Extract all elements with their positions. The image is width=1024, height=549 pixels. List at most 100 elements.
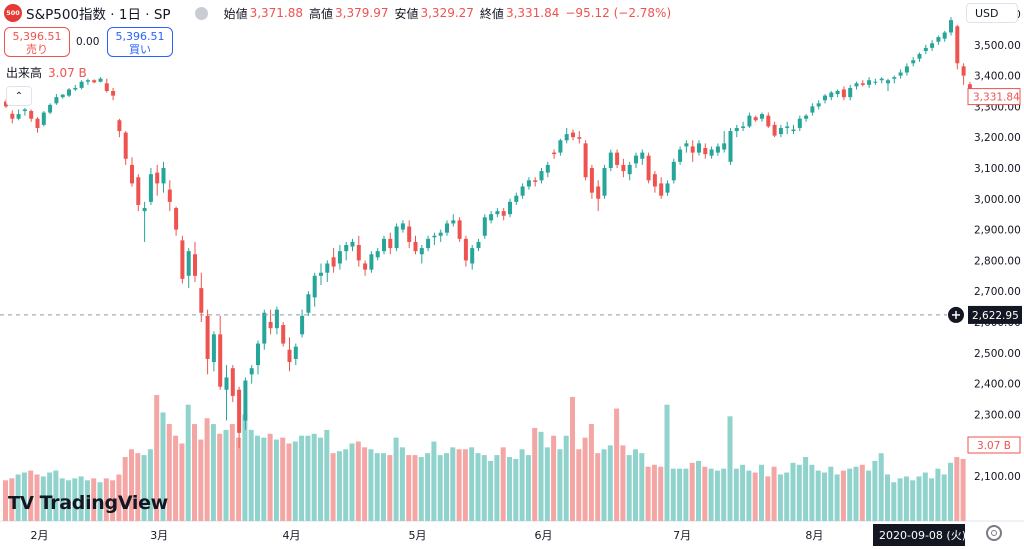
volume-bar <box>885 474 890 521</box>
candle <box>898 72 903 76</box>
candle <box>237 389 242 433</box>
volume-bar <box>601 449 607 521</box>
volume-bar <box>273 439 279 521</box>
volume-bar <box>903 476 909 521</box>
chevron-up-icon[interactable]: ⌃ <box>6 86 32 106</box>
candle <box>867 80 872 85</box>
settings-icon[interactable] <box>986 525 1002 541</box>
candle <box>741 126 746 128</box>
volume-bar <box>727 416 733 521</box>
volume-bar <box>607 445 613 521</box>
sell-button[interactable]: 5,396.51 売り <box>4 27 70 57</box>
candle <box>949 20 953 33</box>
volume-bar <box>582 437 588 521</box>
candle <box>249 368 254 375</box>
candle <box>29 111 34 119</box>
volume-bar <box>173 435 179 521</box>
candle <box>671 161 676 181</box>
volume-bar <box>677 468 683 521</box>
y-tick-label: 2,700.00 <box>974 286 1021 298</box>
volume-bar <box>595 453 601 521</box>
candle <box>16 114 21 119</box>
volume-bar <box>922 472 928 521</box>
symbol-title[interactable]: S&P500指数 · 1日 · SP <box>26 7 171 23</box>
candle <box>262 312 267 344</box>
y-tick-label: 3,400.00 <box>974 71 1021 83</box>
candle <box>180 240 185 279</box>
eye-icon[interactable] <box>194 6 208 20</box>
candle <box>331 257 336 267</box>
spread-value: 0.00 <box>76 36 100 48</box>
x-tick-label: 4月 <box>283 529 301 542</box>
volume-bar <box>872 460 878 521</box>
volume-bar <box>689 462 695 521</box>
volume-bar <box>387 455 393 521</box>
volume-bar <box>948 462 953 521</box>
volume-bar <box>103 478 109 521</box>
volume-bar <box>746 470 752 521</box>
volume-bar <box>538 431 544 521</box>
volume-bar <box>412 455 418 521</box>
candle <box>715 146 720 153</box>
candle <box>936 37 941 42</box>
buy-button[interactable]: 5,396.51 買い <box>107 27 173 57</box>
volume-bar <box>714 470 720 521</box>
candle <box>413 241 418 252</box>
volume-bar <box>185 404 191 521</box>
volume-bar <box>544 447 550 521</box>
candle <box>388 238 393 249</box>
volume-bar <box>248 429 254 521</box>
volume-bar <box>299 435 305 521</box>
last-price-box <box>967 88 1021 106</box>
candle <box>892 77 897 79</box>
volume-bar <box>78 476 84 521</box>
candle <box>281 325 286 344</box>
candle <box>123 132 128 159</box>
candle <box>646 155 651 181</box>
candle <box>564 134 569 141</box>
volume-bar <box>929 478 935 521</box>
candle <box>615 152 620 165</box>
candle <box>816 103 821 107</box>
volume-bar <box>828 466 834 521</box>
volume-bar <box>292 441 298 521</box>
candle <box>722 143 727 150</box>
volume-bar <box>777 474 783 521</box>
volume-bar <box>481 455 487 521</box>
y-tick-label: 2,300.00 <box>974 409 1021 421</box>
volume-bar <box>633 449 638 521</box>
candle <box>911 60 916 64</box>
candle <box>501 211 506 216</box>
volume-bar <box>513 458 519 521</box>
candle <box>734 127 739 132</box>
candle <box>526 180 531 187</box>
candle <box>823 95 827 101</box>
candle <box>778 127 783 135</box>
candle <box>457 220 462 239</box>
volume-bar <box>204 418 210 521</box>
volume-bar <box>469 447 475 521</box>
candle <box>747 115 752 127</box>
volume-bar <box>355 441 361 521</box>
volume-bar <box>210 424 216 521</box>
volume-bar <box>97 482 103 521</box>
candle <box>394 226 399 249</box>
candle <box>400 223 405 230</box>
volume-bar <box>525 455 531 521</box>
x-tick-label: 7月 <box>673 529 691 542</box>
candle <box>300 315 305 335</box>
volume-bar <box>878 453 884 521</box>
candle <box>419 248 424 255</box>
candle <box>589 168 594 193</box>
volume-bar <box>507 457 512 521</box>
volume-bar <box>670 468 676 521</box>
candle <box>218 334 223 387</box>
tradingview-logo[interactable]: TV TradingView <box>8 492 168 514</box>
high-value: 3,379.97 <box>335 6 389 20</box>
candle <box>136 177 141 205</box>
candle <box>167 189 172 202</box>
volume-bar <box>261 437 267 521</box>
volume-bar <box>532 427 538 521</box>
currency-select[interactable]: USD <box>966 3 1018 23</box>
